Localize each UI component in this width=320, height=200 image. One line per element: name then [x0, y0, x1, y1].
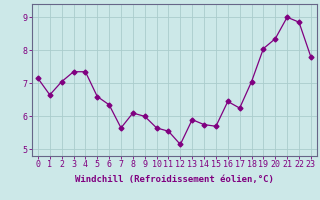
X-axis label: Windchill (Refroidissement éolien,°C): Windchill (Refroidissement éolien,°C) [75, 175, 274, 184]
